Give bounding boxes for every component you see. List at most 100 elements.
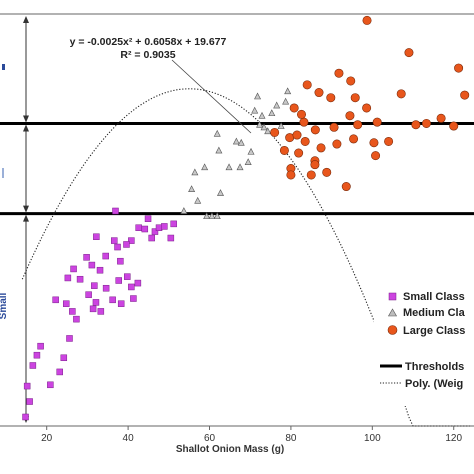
point-medium-12 [232, 137, 240, 145]
legend-large-label: Large Class [403, 325, 465, 337]
point-large-18 [299, 117, 309, 127]
point-medium-1 [194, 196, 202, 204]
point-large-41 [371, 151, 381, 161]
x-tick-label-3: 80 [285, 433, 297, 444]
point-large-17 [289, 103, 299, 113]
point-large-29 [369, 138, 379, 148]
point-medium-27 [191, 168, 199, 176]
point-large-13 [460, 90, 470, 100]
point-small-2 [23, 382, 31, 390]
point-small-37 [161, 223, 168, 230]
point-large-4 [346, 76, 356, 86]
point-small-19 [92, 299, 100, 306]
point-small-5 [37, 342, 44, 350]
x-tick-label-2: 60 [204, 433, 216, 444]
point-small-26 [124, 273, 131, 280]
point-large-24 [292, 130, 302, 140]
point-small-11 [73, 315, 80, 323]
point-large-39 [341, 182, 351, 192]
point-small-25 [117, 300, 125, 307]
point-small-33 [141, 225, 149, 233]
point-small-22 [102, 284, 110, 292]
range-arrowhead-up-large [23, 16, 29, 23]
point-small-17 [85, 291, 92, 298]
side-marker-mid [2, 168, 4, 178]
point-medium-11 [213, 129, 221, 137]
point-large-35 [286, 170, 296, 180]
point-small-13 [52, 296, 59, 304]
point-large-10 [421, 118, 431, 128]
point-small-21 [91, 282, 98, 289]
legend: Small Class Medium Cla Large Class Thres… [374, 290, 474, 406]
point-small-28 [130, 295, 137, 302]
point-medium-19 [258, 111, 266, 119]
point-large-12 [449, 121, 459, 131]
point-large-26 [316, 143, 326, 153]
point-small-35 [151, 228, 159, 235]
point-small-9 [66, 335, 73, 342]
legend-thresholds-label: Thresholds [405, 361, 464, 373]
point-small-18 [89, 305, 97, 313]
point-large-5 [350, 93, 360, 103]
x-ticks-layer: 20 40 60 80 100 120 [41, 426, 462, 444]
point-small-32 [128, 237, 135, 244]
point-small-41 [93, 233, 100, 240]
point-large-8 [396, 89, 406, 99]
point-large-9 [411, 120, 421, 130]
point-medium-13 [237, 138, 245, 146]
range-arrowhead-up-medium [23, 124, 29, 132]
point-large-14 [302, 80, 312, 90]
point-large-30 [384, 136, 394, 146]
point-small-45 [114, 243, 121, 251]
point-small-24 [115, 277, 122, 284]
x-tick-label-0: 20 [41, 433, 53, 444]
equation-box [58, 32, 256, 62]
point-small-15 [70, 265, 77, 273]
point-medium-2 [203, 212, 211, 220]
point-medium-4 [213, 212, 221, 220]
point-small-38 [167, 234, 175, 242]
point-large-36 [306, 170, 316, 180]
point-large-22 [270, 127, 280, 137]
thresholds-layer [0, 121, 474, 216]
point-medium-3 [208, 212, 216, 220]
point-large-38 [310, 160, 320, 170]
point-medium-21 [277, 122, 285, 129]
point-small-29 [134, 279, 142, 287]
point-small-14 [64, 274, 72, 282]
point-small-34 [148, 234, 155, 242]
point-large-6 [362, 103, 372, 113]
point-small-7 [56, 368, 63, 376]
equation-leader-line [171, 59, 252, 134]
point-small-27 [128, 283, 135, 291]
point-small-16 [76, 275, 84, 283]
point-medium-5 [188, 185, 196, 192]
plot-border [0, 13, 474, 427]
point-small-12 [62, 300, 70, 307]
legend-medium-marker [387, 308, 398, 317]
side-label-small: Small [0, 292, 9, 319]
point-large-7 [372, 117, 382, 127]
r-squared: R² = 0.9035 [120, 49, 175, 61]
point-large-31 [279, 145, 289, 155]
point-large-27 [332, 139, 342, 149]
point-medium-26 [282, 97, 290, 105]
point-large-11 [436, 113, 446, 123]
points-layer [22, 15, 470, 421]
point-medium-25 [260, 123, 268, 131]
point-large-16 [326, 93, 336, 103]
point-medium-17 [264, 127, 272, 135]
point-small-0 [22, 413, 29, 421]
x-tick-label-4: 100 [364, 433, 381, 444]
range-arrowhead-up-small [23, 214, 29, 222]
range-arrowhead-down-medium [23, 205, 29, 213]
point-small-1 [26, 398, 33, 405]
point-large-42 [296, 109, 306, 119]
legend-medium-label: Medium Cla [403, 307, 466, 319]
x-tick-label-5: 120 [445, 433, 462, 444]
point-small-3 [29, 362, 37, 369]
point-small-6 [47, 381, 54, 389]
point-small-10 [69, 308, 76, 315]
point-small-4 [33, 351, 41, 359]
point-medium-9 [236, 163, 244, 171]
